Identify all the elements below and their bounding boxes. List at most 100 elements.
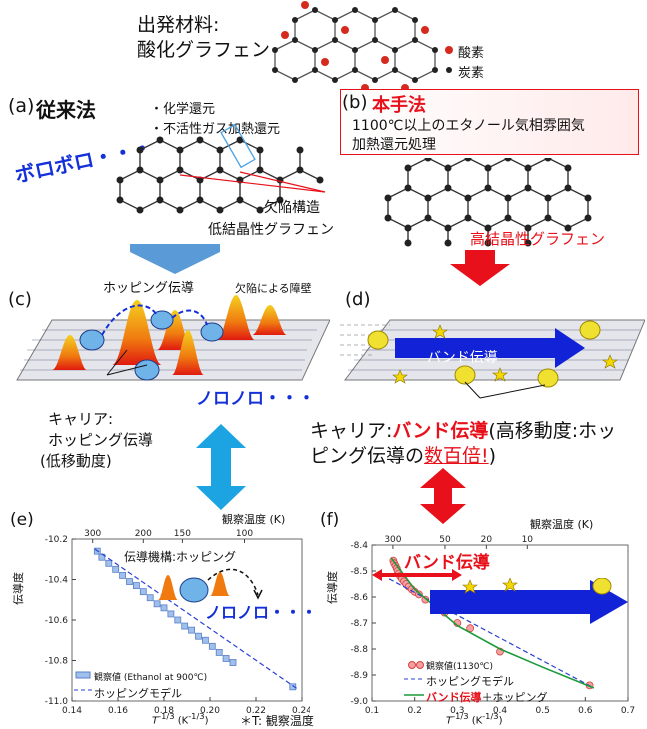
carbon-dot [446, 67, 452, 73]
chart-f: 0.1 0.2 0.3 0.4 0.5 0.6 0.7 -8.4 -8.5 -8.6 -8.7 -8.… [350, 535, 635, 716]
mechanism-label: 伝導機構:ホッピング [124, 550, 237, 564]
carrier-band-d: バンド伝導 [392, 420, 489, 442]
chart-e-legend-obs-swatch [75, 671, 91, 679]
chart-e-point [146, 594, 154, 602]
high-crystallinity-graphene-image [384, 158, 592, 247]
arrow-b-to-d [450, 250, 510, 286]
chart-e-point [181, 622, 189, 630]
pyu-label: ピュー [515, 614, 557, 630]
chart-f-band-double-arrow [372, 569, 462, 581]
graphene-oxide-molecule [272, 1, 438, 92]
chart-f-xtick-label: 0.5 [536, 706, 550, 716]
chart-f-legend-combo-rest: ＋ホッピング [481, 691, 548, 704]
chart-e-point [289, 683, 297, 691]
chart-f-xtick-label: 0.3 [450, 706, 464, 716]
chart-f-ytick-label: -8.8 [350, 645, 368, 655]
chart-f-xtick-label: 0.1 [365, 706, 379, 716]
panel-a-method-2: ・不活性ガス加熱還元 [150, 122, 281, 137]
chart-f-series-line [388, 578, 595, 689]
double-arrow-d-f [420, 468, 466, 524]
chart-f-point [466, 624, 475, 633]
chart-e-point [188, 626, 196, 634]
defective-graphene-image [116, 123, 326, 214]
chart-f-ylabel: 伝導度 [326, 571, 339, 604]
chart-e-legend-model: ホッピングモデル [94, 687, 182, 700]
chart-f-plot-area [371, 544, 629, 702]
starting-material-label: 出発材料: [137, 14, 220, 36]
chart-f-xtick-label: 0.2 [408, 706, 422, 716]
chart-f-ytick-label: -8.4 [350, 541, 368, 551]
chart-f-legend-obs: 観察値(1130℃) [426, 662, 494, 672]
chart-e-ytick-label: -11.0 [45, 697, 69, 707]
chart-e-xtick-label: 0.22 [246, 706, 266, 716]
hopping-label: ホッピング伝導 [103, 281, 195, 296]
carrier-prefix-d: キャリア: [310, 420, 393, 442]
chart-e-toptick-label: 300 [84, 529, 101, 539]
chart-e-toptick-label: 150 [174, 529, 191, 539]
legend-dots [445, 46, 453, 73]
carrier-mobility-c: (低移動度) [40, 452, 112, 470]
band-transport-illustration [340, 319, 645, 399]
hopping-transport-illustration [16, 295, 330, 381]
carrier-line2-prefix-d: ピング伝導の [310, 445, 425, 467]
low-crystallinity-label: 低結晶性グラフェン [208, 222, 334, 238]
carrier-line-1-d: キャリア:バンド伝導(高移動度:ホッ [310, 416, 616, 443]
chart-f-toptick-label: 300 [384, 535, 401, 545]
chart-f-legend-obs-swatch [416, 661, 424, 669]
panel-c-label: (c) [8, 289, 32, 310]
chart-e-ytick-label: -10.8 [45, 657, 69, 667]
chart-f-band-label: バンド伝導 [404, 553, 490, 573]
chart-f-legend-obs-swatch [408, 661, 416, 669]
chart-f-xtick-label: 0.6 [578, 706, 593, 716]
chart-e-toptick-label: 100 [236, 529, 253, 539]
chart-e-point [201, 636, 209, 644]
defect-structure-label: 欠陥構造 [264, 200, 320, 216]
panel-b-title: 本手法 [372, 95, 426, 116]
chart-e-point [167, 610, 175, 618]
footnote: ＊T: 観察温度 [240, 714, 314, 728]
chart-f-legend-model: ホッピングモデル [426, 675, 514, 688]
carrier-line-2-d: ピング伝導の数百倍!) [310, 441, 496, 468]
chart-f-legend-combo: バンド伝導＋ホッピング [426, 689, 548, 705]
chart-e-point [215, 649, 223, 656]
chart-e-xtick-label: 0.14 [62, 706, 82, 716]
chart-e-top-axis-label: 観察温度 (K) [222, 513, 286, 526]
chart-e-xtick-label: 0.16 [108, 706, 128, 716]
chart-e-ytick-label: -10.4 [45, 576, 69, 586]
chart-e-point [174, 616, 182, 624]
chart-e-xtick-label: 0.20 [200, 706, 220, 716]
panel-b-desc-1: 1100℃以上のエタノール気相雰囲気 [352, 118, 585, 134]
chart-f-xlabel: T-1/3 (K-1/3) [446, 711, 503, 727]
panel-b-box [340, 89, 639, 155]
chart-f-toptick-label: 50 [439, 535, 451, 545]
band-transport-label-d: バンド伝導 [427, 350, 498, 366]
chart-f-legend-combo-red: バンド伝導 [426, 691, 482, 704]
chart-f-ytick-label: -8.7 [350, 619, 368, 629]
panel-b-label: (b) [342, 92, 368, 113]
carrier-times-d: 数百倍! [424, 445, 489, 467]
chart-e-point [126, 578, 133, 585]
panel-a-label: (a) [8, 95, 35, 117]
carrier-mid-d: (高移動度:ホッ [488, 420, 617, 442]
chart-e-point [153, 600, 161, 608]
chart-e-series-line [94, 548, 298, 690]
chart-f-ytick-label: -8.6 [350, 593, 368, 603]
panel-f-label: (f) [320, 510, 340, 530]
chart-e-carrier-illustration [158, 568, 263, 603]
chart-e-point [105, 559, 113, 567]
chart-e-toptick-label: 200 [135, 529, 152, 539]
chart-f-ytick-label: -9.0 [350, 697, 368, 707]
legend-carbon: 炭素 [458, 66, 485, 81]
panel-a-title: 従来法 [36, 98, 96, 122]
panel-d-label: (d) [345, 289, 371, 310]
chart-e-point [112, 565, 120, 573]
high-crystallinity-label: 高結晶性グラフェン [470, 230, 606, 248]
chart-e-point [133, 582, 140, 589]
legend-oxygen: 酸素 [458, 46, 485, 61]
chart-e-xtick-label: 0.18 [154, 706, 174, 716]
chart-f-top-axis-label: 観察温度 (K) [530, 518, 594, 531]
panel-a-method-1: ・化学還元 [150, 102, 216, 117]
chart-e-xlabel: T-1/3 (K-1/3) [152, 711, 209, 727]
starting-material-name: 酸化グラフェン [137, 39, 271, 61]
chart-e-ytick-label: -10.2 [45, 535, 68, 545]
